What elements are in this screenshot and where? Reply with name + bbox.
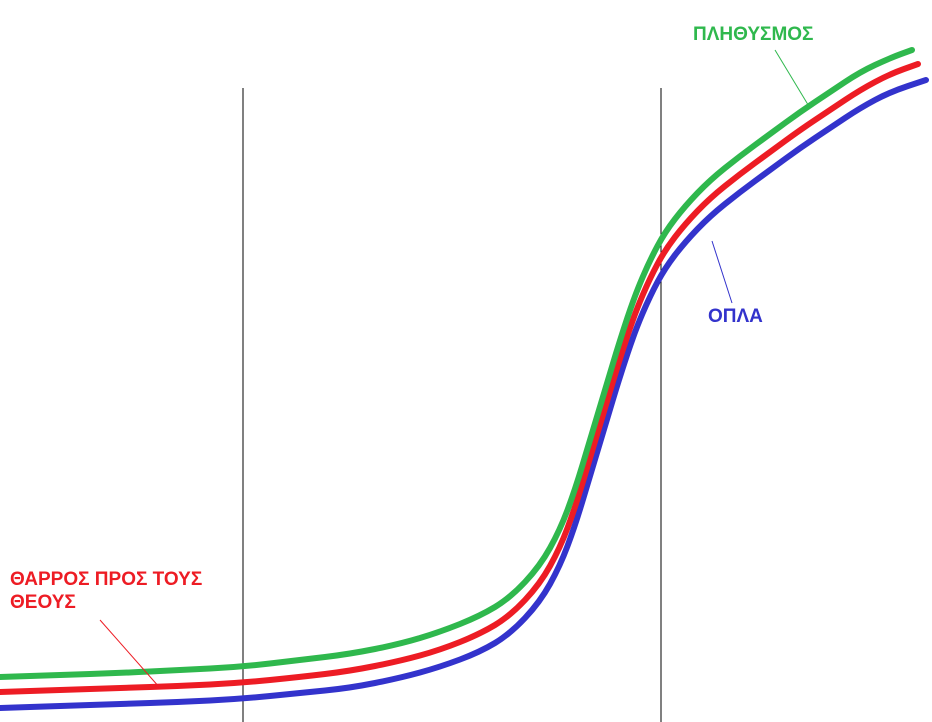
chart-background [0, 0, 932, 722]
series-label-courage-line2: ΘΕΟΥΣ [10, 592, 76, 613]
line-chart: ΠΛΗΘΥΣΜΟΣ ΘΑΡΡΟΣ ΠΡΟΣ ΤΟΥΣΘΕΟΥΣ ΟΠΛΑ [0, 0, 932, 722]
series-label-courage-line1: ΘΑΡΡΟΣ ΠΡΟΣ ΤΟΥΣ [10, 569, 202, 590]
series-label-weapons: ΟΠΛΑ [708, 306, 763, 327]
series-label-population: ΠΛΗΘΥΣΜΟΣ [693, 24, 813, 45]
